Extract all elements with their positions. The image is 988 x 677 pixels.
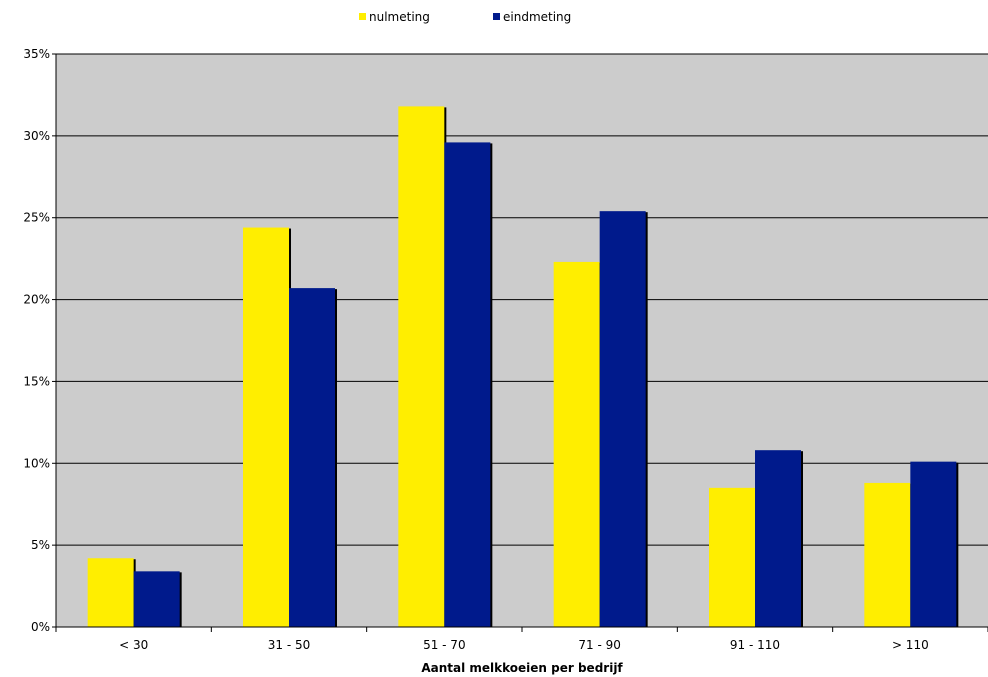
bar-nulmeting: [864, 482, 911, 627]
x-tick-label: < 30: [119, 638, 148, 652]
bar-eindmeting: [910, 461, 957, 627]
y-tick-labels: 0% 5% 10% 15% 20% 25% 30% 35%: [23, 47, 50, 634]
legend-swatch-nulmeting: [359, 13, 366, 20]
bar-nulmeting: [709, 487, 755, 627]
y-tick-label: 25%: [23, 211, 50, 225]
y-tick-label: 30%: [23, 129, 50, 143]
x-axis-title: Aantal melkkoeien per bedrijf: [421, 661, 623, 675]
bars: [87, 106, 959, 628]
y-tick-label: 5%: [31, 538, 50, 552]
legend-label-nulmeting: nulmeting: [369, 10, 430, 24]
gridlines: [56, 53, 988, 546]
legend-swatch-eindmeting: [493, 13, 500, 20]
bar-nulmeting: [87, 558, 134, 627]
x-tick-label: 71 - 90: [578, 638, 621, 652]
x-tick-label: 91 - 110: [730, 638, 780, 652]
axes: [52, 53, 988, 632]
bar-eindmeting: [289, 288, 335, 627]
legend-label-eindmeting: eindmeting: [503, 10, 571, 24]
x-tick-label: 51 - 70: [423, 638, 466, 652]
bar-eindmeting: [599, 211, 646, 627]
y-tick-label: 15%: [23, 374, 50, 388]
bar-nulmeting: [553, 261, 600, 627]
bar-nulmeting: [243, 227, 289, 627]
y-tick-label: 0%: [31, 620, 50, 634]
legend: nulmeting eindmeting: [359, 10, 571, 24]
y-tick-label: 35%: [23, 47, 50, 61]
bar-eindmeting: [444, 142, 491, 628]
bar-nulmeting: [398, 106, 445, 628]
x-tick-label: > 110: [892, 638, 929, 652]
x-tick-labels: < 30 31 - 50 51 - 70 71 - 90 91 - 110 > 110: [119, 638, 929, 652]
x-tick-label: 31 - 50: [268, 638, 311, 652]
y-tick-label: 10%: [23, 456, 50, 470]
plot-area: [56, 54, 988, 627]
bar-eindmeting: [133, 571, 180, 627]
y-tick-label: 20%: [23, 293, 50, 307]
bar-eindmeting: [755, 450, 801, 627]
